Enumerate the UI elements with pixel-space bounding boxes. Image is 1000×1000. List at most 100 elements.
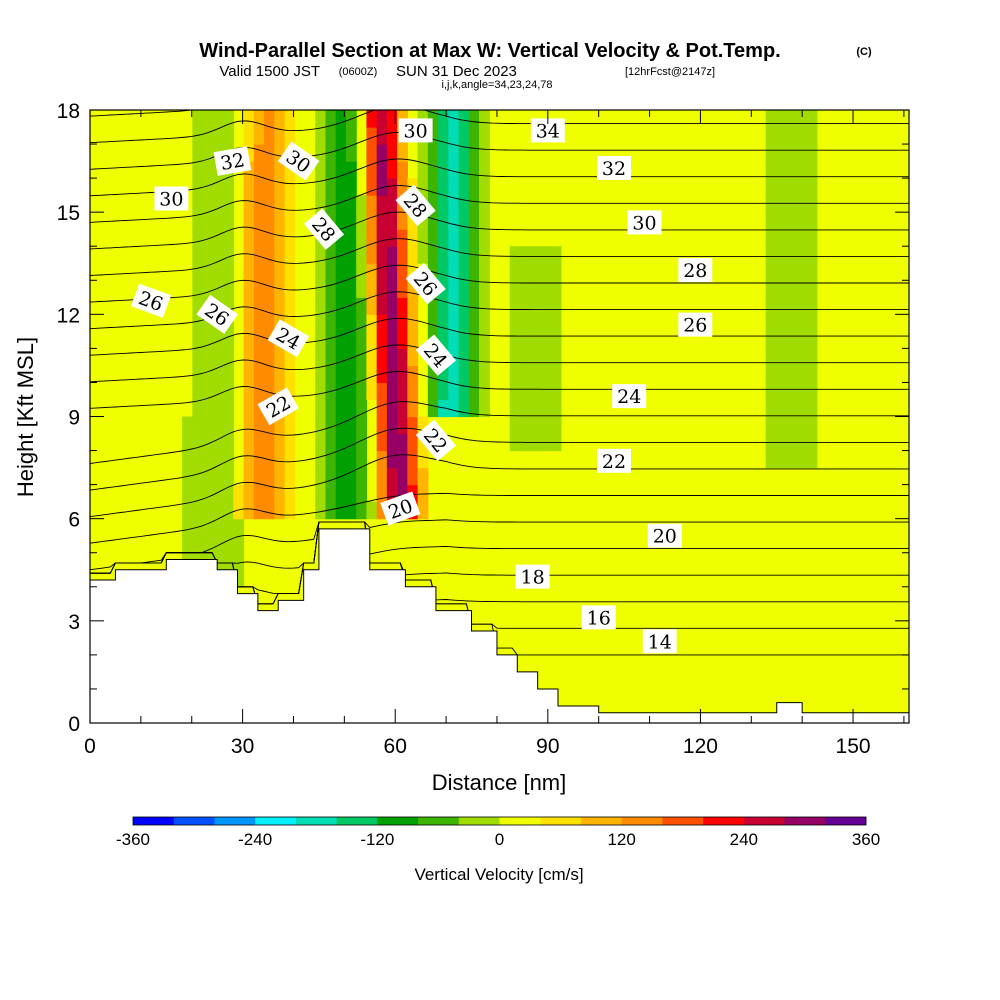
velocity-cell [315, 178, 327, 196]
velocity-cell [223, 365, 234, 384]
velocity-cell [458, 178, 470, 196]
contour-label-bg [130, 283, 172, 318]
velocity-cell [212, 399, 224, 418]
chart-title: Wind-Parallel Section at Max W: Vertical… [199, 40, 780, 62]
velocity-cell [407, 416, 419, 435]
velocity-cell [315, 297, 327, 315]
velocity-cell [243, 331, 255, 349]
velocity-cell [202, 314, 214, 332]
velocity-cell [223, 297, 234, 315]
velocity-cell [243, 450, 255, 469]
velocity-cell [253, 484, 265, 503]
velocity-cell [550, 246, 562, 264]
velocity-cell [243, 246, 255, 264]
velocity-cell [458, 314, 470, 332]
velocity-cell [376, 501, 388, 520]
velocity-cell [530, 348, 542, 367]
velocity-cell [345, 484, 357, 503]
velocity-cell [192, 501, 204, 520]
theta-contour [90, 454, 909, 518]
velocity-cell [284, 450, 296, 469]
velocity-cell [438, 297, 449, 315]
velocity-cell [786, 450, 797, 469]
colorbar-swatch [255, 817, 297, 825]
velocity-cell [253, 110, 265, 128]
velocity-cell [765, 212, 777, 230]
velocity-cell [806, 450, 818, 469]
velocity-cell [407, 229, 419, 247]
velocity-cell [345, 450, 357, 469]
velocity-cell [397, 399, 408, 418]
velocity-cell [427, 382, 439, 401]
velocity-cell [284, 365, 296, 384]
velocity-cell [253, 212, 265, 230]
axes: 0 30 60 90 120 150 0 3 6 9 12 15 18 [57, 100, 909, 758]
velocity-cell [192, 178, 204, 196]
contour-label-bg [267, 319, 310, 358]
velocity-cell [417, 416, 429, 435]
colorbar-swatch [825, 817, 867, 825]
velocity-cell [212, 518, 224, 537]
velocity-cell [796, 399, 808, 418]
velocity-cell [765, 297, 777, 315]
velocity-cell [192, 195, 204, 213]
velocity-cell [274, 195, 286, 213]
velocity-cell [192, 127, 204, 145]
contour-label-bg [257, 387, 299, 426]
velocity-cell [315, 484, 327, 503]
velocity-cell [264, 246, 275, 264]
velocity-cell [315, 416, 327, 435]
x-tick-label: 0 [84, 735, 96, 758]
velocity-cell [315, 263, 327, 281]
velocity-cell [550, 382, 562, 401]
velocity-cell [427, 212, 439, 230]
velocity-cell [212, 484, 224, 503]
velocity-cell [458, 161, 470, 179]
velocity-cell [202, 212, 214, 230]
colorbar-swatch [173, 817, 215, 825]
velocity-cell [284, 348, 296, 367]
velocity-cell [407, 467, 419, 486]
velocity-cell [325, 348, 337, 367]
velocity-cell [386, 161, 398, 179]
velocity-cell [417, 144, 429, 162]
velocity-cell [796, 331, 808, 349]
velocity-cell [386, 110, 398, 128]
velocity-cell [284, 178, 296, 196]
velocity-cell [243, 382, 255, 401]
velocity-cell [335, 348, 347, 367]
contour-label: 20 [647, 523, 682, 548]
velocity-cell [786, 161, 797, 179]
velocity-cell [264, 280, 275, 298]
contour-label-text: 20 [653, 526, 677, 548]
velocity-cell [223, 280, 234, 298]
velocity-cell [356, 416, 368, 435]
velocity-cell [458, 246, 470, 264]
velocity-cell [386, 195, 398, 213]
velocity-cell [182, 535, 193, 554]
theta-contour [90, 519, 909, 571]
velocity-cell [223, 229, 234, 247]
velocity-cell [253, 297, 265, 315]
velocity-cell [345, 178, 357, 196]
velocity-cell [284, 229, 296, 247]
velocity-cell [192, 535, 204, 554]
theta-contour [90, 401, 909, 464]
velocity-cell [366, 365, 378, 384]
velocity-cell [376, 297, 388, 315]
velocity-cell [335, 280, 347, 298]
velocity-cell [212, 110, 224, 128]
y-tick-label: 0 [68, 713, 80, 736]
velocity-cell [366, 195, 378, 213]
velocity-cell [806, 144, 818, 162]
velocity-cell [448, 382, 460, 401]
velocity-cell [356, 399, 368, 418]
velocity-cell [212, 382, 224, 401]
velocity-cell [786, 144, 797, 162]
velocity-cell [438, 246, 449, 264]
velocity-cell [407, 280, 419, 298]
velocity-cell [202, 110, 214, 128]
velocity-cell [519, 348, 531, 367]
velocity-cell [284, 314, 296, 332]
velocity-cell [448, 399, 460, 418]
